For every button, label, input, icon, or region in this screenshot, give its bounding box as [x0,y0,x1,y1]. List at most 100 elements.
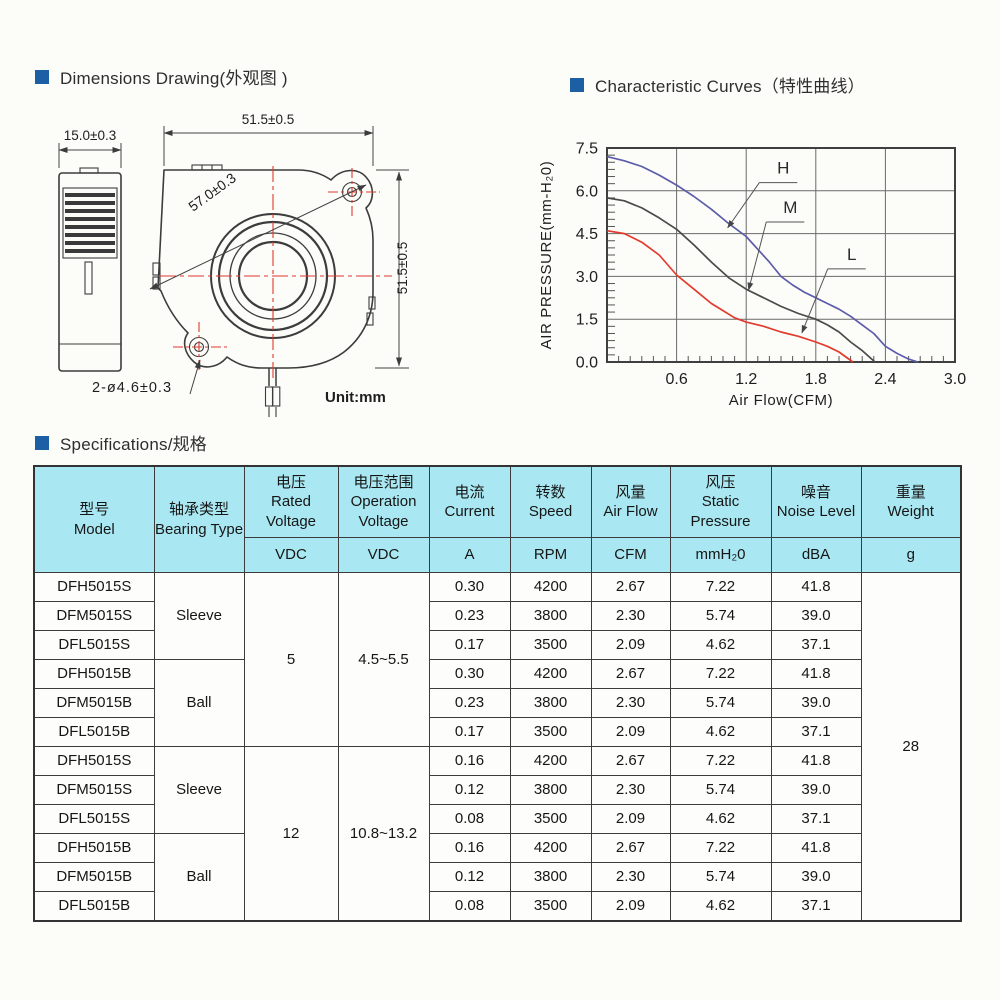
current-cell: 0.16 [428,746,511,776]
y-tick-label: 4.5 [576,226,598,243]
airflow-header-en: Air Flow [603,503,658,520]
speed-header-zh: 转数 [535,483,566,501]
model-cell: DFM5015S [33,601,155,631]
dimension-right-height: 51.5±0.5 [375,169,410,369]
rated-voltage-cell: 12 [243,746,339,922]
noise-cell: 37.1 [770,630,862,660]
side-grille-slats [65,193,115,253]
model-cell: DFL5015B [33,891,155,922]
y-tick-label: 3.0 [576,269,598,286]
x-axis-title: Air Flow(CFM) [729,392,833,409]
model-cell: DFH5015S [33,746,155,776]
dim-holes-text: 2-ø4.6±0.3 [92,380,172,396]
current-header-zh: 电流 [454,483,485,501]
col-header-pressure: 风压 Static Pressure [669,465,772,538]
unit-weight: g [860,537,962,573]
table-row: DFL5015S 0.08 3500 2.09 4.62 37.1 [33,804,961,834]
pressure-cell: 5.74 [669,775,772,805]
table-row: DFM5015B 0.12 3800 2.30 5.74 39.0 [33,862,961,892]
label-leader-arrow [747,221,767,291]
speed-cell: 3500 [509,804,592,834]
noise-cell: 41.8 [770,659,862,689]
model-cell: DFM5015B [33,688,155,718]
unit-airflow: CFM [590,537,671,573]
pressure-cell: 5.74 [669,862,772,892]
col-header-voltage: 电压 Rated Voltage [243,465,339,538]
x-tick-label: 3.0 [944,371,966,388]
header-row: 型号 Model 轴承类型 Bearing Type 电压 Rated Voltage… [33,465,962,573]
unit-noise: dBA [770,537,862,573]
pressure-cell: 5.74 [669,601,772,631]
x-tick-label: 1.2 [735,371,757,388]
model-cell: DFM5015S [33,775,155,805]
unit-current: A [428,537,511,573]
fan-side-view [58,167,122,372]
speed-cell: 3500 [509,717,592,747]
plot-border [606,147,956,363]
speed-header-en: Speed [528,503,573,520]
unit-speed: RPM [509,537,592,573]
airflow-cell: 2.67 [590,659,671,689]
airflow-cell: 2.30 [590,601,671,631]
airflow-header-zh: 风量 [615,483,646,501]
pressure-cell: 7.22 [669,833,772,863]
noise-cell: 39.0 [770,601,862,631]
current-cell: 0.30 [428,659,511,689]
speed-cell: 4200 [509,572,592,602]
noise-cell: 41.8 [770,572,862,602]
unit-op-voltage: VDC [337,537,430,573]
noise-cell: 41.8 [770,746,862,776]
current-cell: 0.12 [428,862,511,892]
table-row: DFH5015S Sleeve 5 4.5~5.5 0.30 4200 2.67… [33,572,962,922]
pressure-cell: 7.22 [669,746,772,776]
speed-cell: 4200 [509,746,592,776]
airflow-cell: 2.09 [590,717,671,747]
dimensions-section-title: Dimensions Drawing(外观图 ) [35,64,288,89]
col-header-bearing: 轴承类型 Bearing Type [153,465,245,573]
dimension-side-width: 15.0±0.3 [58,128,122,168]
unit-pressure: mmH₂0 [669,537,772,573]
col-header-current: 电流 Current [428,465,511,538]
op-voltage-header-en: Operation Voltage [350,493,417,530]
noise-header-en: Noise Level [776,503,856,520]
lead-wires [264,368,281,417]
airflow-cell: 2.09 [590,891,671,922]
x-tick-label: 2.4 [874,371,896,388]
y-tick-label: 1.5 [576,312,598,329]
model-cell: DFL5015S [33,804,155,834]
table-row: DFH5015B Ball 0.30 4200 2.67 7.22 41.8 [33,659,961,747]
dim-side-width-text: 15.0±0.3 [64,128,116,143]
col-header-speed: 转数 Speed [509,465,592,538]
noise-header-zh: 噪音 [800,483,831,501]
current-header-en: Current [444,503,495,520]
airflow-cell: 2.09 [590,804,671,834]
model-cell: DFH5015S [33,572,155,602]
model-cell: DFL5015B [33,717,155,747]
bearing-header-en: Bearing Type [154,520,244,538]
blue-square-icon [35,69,49,84]
y-tick-label: 0.0 [576,355,598,372]
specs-section-title: Specifications/规格 [35,430,207,455]
pressure-header-en: Static Pressure [690,493,751,530]
weight-header-zh: 重量 [895,483,926,501]
airflow-cell: 2.67 [590,833,671,863]
weight-header-en: Weight [887,503,934,520]
curve-M [606,197,876,363]
units-row: VDC VDC A RPM CFM mmH₂0 dBA g [34,537,962,573]
characteristic-curves-chart: 0.0 1.5 3.0 4.5 6.0 7.5 0.6 1.2 1.8 2.4 3.0 H M L AIR … [538,141,966,410]
curves-section-title: Characteristic Curves（特性曲线） [570,72,865,97]
col-header-op-voltage: 电压范围 Operation Voltage [337,465,430,538]
y-tick-label: 7.5 [576,141,598,158]
dim-top-width-text: 51.5±0.5 [242,112,294,127]
curve-label-H: H [777,159,789,178]
dimensions-drawing: 15.0±0.3 [58,112,410,417]
bearing-cell: Sleeve [153,572,245,660]
specs-title-text: Specifications/规格 [60,435,208,454]
chart-content: 0.0 1.5 3.0 4.5 6.0 7.5 0.6 1.2 1.8 2.4 3.0 H M L AIR … [538,141,966,410]
table-row: DFH5015B Ball 0.16 4200 2.67 7.22 41.8 [33,833,961,922]
current-cell: 0.30 [428,572,511,602]
x-tick-label: 0.6 [665,371,687,388]
operation-voltage-cell: 10.8~13.2 [337,746,430,922]
speed-cell: 3800 [509,688,592,718]
dim-diagonal-text: 57.0±0.3 [185,169,239,214]
